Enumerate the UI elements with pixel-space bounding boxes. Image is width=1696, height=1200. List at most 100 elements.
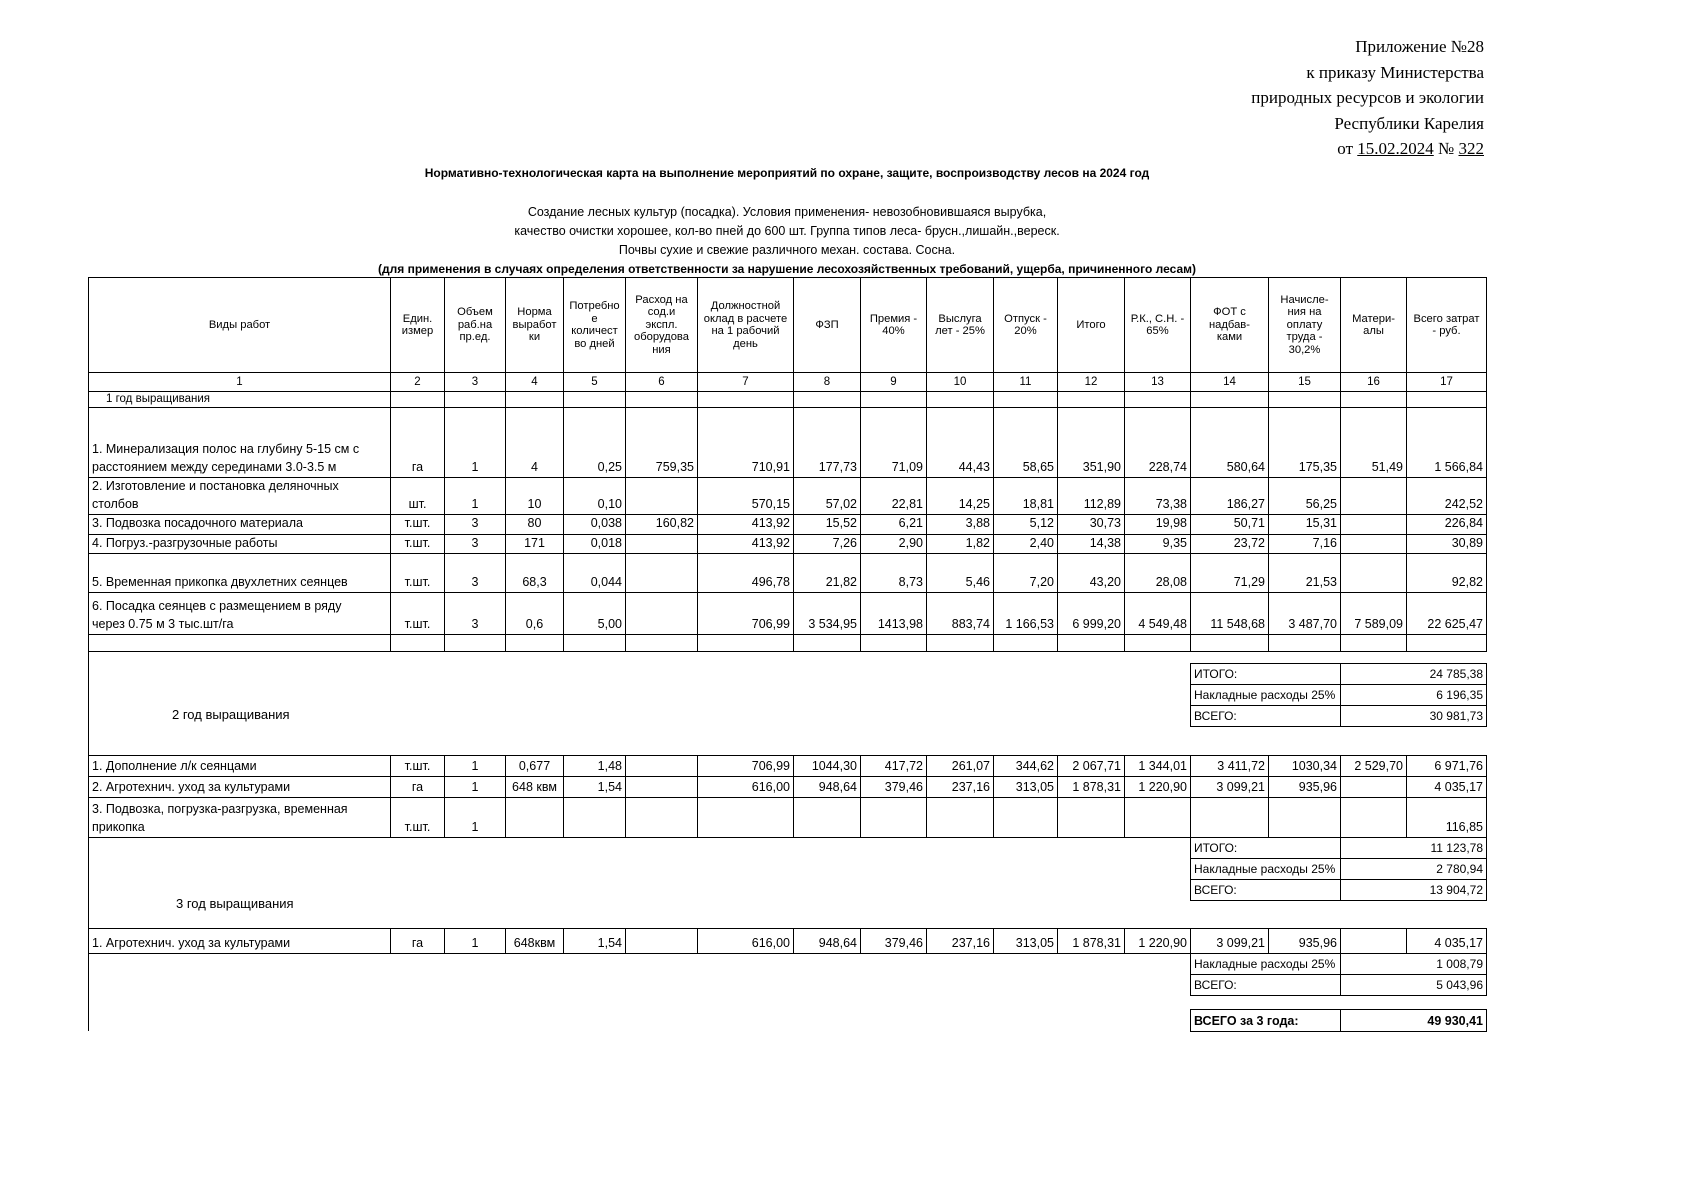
value-cell: 58,65: [993, 407, 1058, 478]
value-cell: 10: [505, 477, 564, 515]
value-cell: 22,81: [860, 477, 927, 515]
value-cell: [505, 634, 564, 652]
value-cell: 15,31: [1268, 514, 1341, 535]
value-cell: [625, 553, 698, 593]
work-row: 4. Погруз.-разгрузочные работы т.шт. 3 171 0…: [88, 533, 1487, 554]
year2-label: 2 год выращивания: [172, 707, 290, 722]
column-number-16: 16: [1340, 372, 1407, 392]
work-row: 5. Временная прикопка двухлетних сеянцев…: [88, 553, 1487, 593]
date-prefix: от: [1337, 139, 1358, 158]
work-name-cell: 2. Агротехнич. уход за культурами: [88, 776, 391, 798]
value-cell: 1044,30: [793, 755, 861, 777]
work-name-cell: 1 год выращивания: [88, 391, 391, 408]
value-cell: 3: [444, 533, 506, 554]
work-table-year2: 1. Дополнение л/к сеянцами т.шт. 1 0,677 1,4…: [88, 755, 1487, 838]
value-cell: [625, 592, 698, 635]
value-cell: 116,85: [1406, 797, 1487, 838]
value-cell: [625, 391, 698, 408]
value-cell: 2 529,70: [1340, 755, 1407, 777]
value-cell: 3,88: [926, 514, 994, 535]
value-cell: 1,54: [563, 928, 626, 954]
value-cell: [1124, 797, 1191, 838]
value-cell: 5,46: [926, 553, 994, 593]
value-cell: 1,48: [563, 755, 626, 777]
value-cell: 226,84: [1406, 514, 1487, 535]
value-cell: [563, 634, 626, 652]
value-cell: 177,73: [793, 407, 861, 478]
value-cell: 160,82: [625, 514, 698, 535]
summary-value: 11 123,78: [1340, 837, 1487, 859]
value-cell: 3: [444, 553, 506, 593]
column-header-8: ФЗП: [793, 277, 861, 373]
appendix-block: Приложение №28 к приказу Министерства пр…: [1251, 34, 1484, 162]
value-cell: 413,92: [697, 533, 794, 554]
work-name-cell: 3. Подвозка, погрузка-разгрузка, временн…: [88, 797, 391, 838]
value-cell: [1340, 553, 1407, 593]
value-cell: 80: [505, 514, 564, 535]
work-name-cell: 6. Посадка сеянцев с размещением в ряду …: [88, 592, 391, 635]
value-cell: 570,15: [697, 477, 794, 515]
value-cell: 73,38: [1124, 477, 1191, 515]
column-number-1: 1: [88, 372, 391, 392]
grand-total-row: ВСЕГО за 3 года: 49 930,41: [1190, 1009, 1487, 1032]
value-cell: 43,20: [1057, 553, 1125, 593]
value-cell: 44,43: [926, 407, 994, 478]
value-cell: 11 548,68: [1190, 592, 1269, 635]
value-cell: 1 878,31: [1057, 776, 1125, 798]
year3-label: 3 год выращивания: [176, 896, 294, 911]
value-cell: [860, 797, 927, 838]
value-cell: [1340, 514, 1407, 535]
value-cell: 1 878,31: [1057, 928, 1125, 954]
summary-row: ВСЕГО: 30 981,73: [1190, 705, 1487, 727]
value-cell: 28,08: [1124, 553, 1191, 593]
value-cell: т.шт.: [390, 553, 445, 593]
summary-value: 1 008,79: [1340, 953, 1487, 975]
value-cell: 7,16: [1268, 533, 1341, 554]
value-cell: [1190, 391, 1269, 408]
value-cell: [926, 391, 994, 408]
value-cell: 616,00: [697, 776, 794, 798]
value-cell: [1190, 797, 1269, 838]
column-number-7: 7: [697, 372, 794, 392]
work-row: 1. Минерализация полос на глубину 5-15 с…: [88, 407, 1487, 478]
value-cell: 706,99: [697, 755, 794, 777]
summary-value: 5 043,96: [1340, 974, 1487, 996]
value-cell: 186,27: [1190, 477, 1269, 515]
value-cell: [993, 634, 1058, 652]
work-name-cell: 4. Погруз.-разгрузочные работы: [88, 533, 391, 554]
column-number-5: 5: [563, 372, 626, 392]
value-cell: т.шт.: [390, 514, 445, 535]
column-number-17: 17: [1406, 372, 1487, 392]
value-cell: [625, 928, 698, 954]
value-cell: [1340, 776, 1407, 798]
column-number-row: 1 2 3 4 5 6 7 8 9 10 11 12 13 14 15 16 17: [88, 372, 1487, 392]
value-cell: 19,98: [1124, 514, 1191, 535]
column-header-13: Р.К., С.Н. - 65%: [1124, 277, 1191, 373]
year1-summary: ИТОГО: 24 785,38 Накладные расходы 25% 6 19…: [1190, 663, 1487, 727]
summary-row: Накладные расходы 25% 6 196,35: [1190, 684, 1487, 706]
value-cell: т.шт.: [390, 592, 445, 635]
value-cell: [625, 634, 698, 652]
value-cell: [444, 391, 506, 408]
value-cell: [444, 634, 506, 652]
value-cell: га: [390, 928, 445, 954]
summary-label: Накладные расходы 25%: [1190, 684, 1341, 706]
value-cell: 175,35: [1268, 407, 1341, 478]
value-cell: 1: [444, 477, 506, 515]
work-row: 6. Посадка сеянцев с размещением в ряду …: [88, 592, 1487, 635]
value-cell: 14,38: [1057, 533, 1125, 554]
column-header-9: Премия - 40%: [860, 277, 927, 373]
work-name-cell: 1. Минерализация полос на глубину 5-15 с…: [88, 407, 391, 478]
value-cell: га: [390, 776, 445, 798]
value-cell: 56,25: [1268, 477, 1341, 515]
value-cell: 379,46: [860, 928, 927, 954]
left-border-rule: [88, 648, 89, 1031]
column-number-13: 13: [1124, 372, 1191, 392]
value-cell: 7 589,09: [1340, 592, 1407, 635]
column-header-14: ФОТ с надбав- ками: [1190, 277, 1269, 373]
value-cell: 8,73: [860, 553, 927, 593]
value-cell: 237,16: [926, 928, 994, 954]
value-cell: [563, 391, 626, 408]
value-cell: 0,6: [505, 592, 564, 635]
value-cell: [860, 634, 927, 652]
